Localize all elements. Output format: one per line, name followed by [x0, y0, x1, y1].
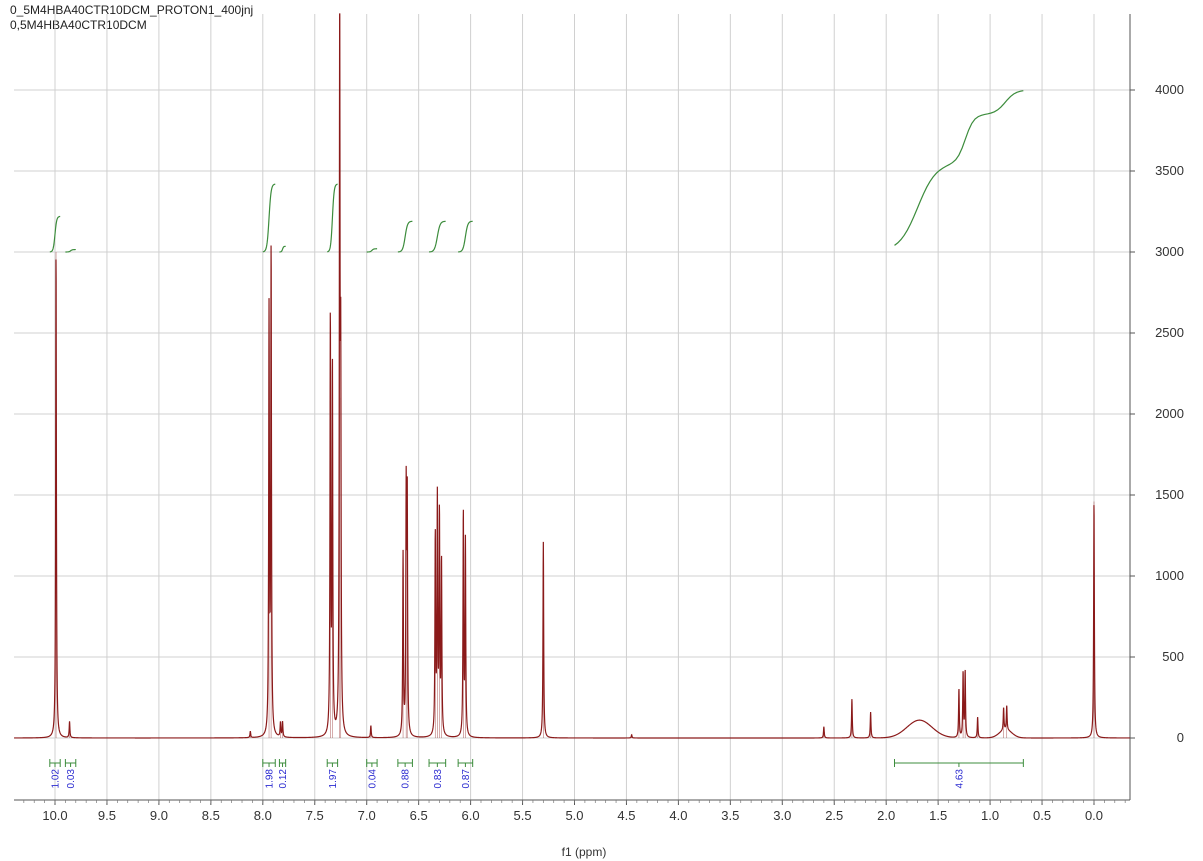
integral-value-label: 1.97 [328, 769, 339, 789]
y-tick-label: 3000 [1155, 244, 1184, 259]
x-tick-label: 7.5 [306, 808, 324, 823]
x-tick-label: 7.0 [358, 808, 376, 823]
integral-curve [894, 90, 1024, 246]
integral-curve [65, 248, 76, 253]
integral-value-label: 4.63 [954, 769, 965, 789]
x-tick-label: 2.5 [825, 808, 843, 823]
integral-curve [49, 215, 61, 253]
y-tick-label: 500 [1162, 649, 1184, 664]
integral-curve [429, 220, 446, 253]
integral-curve [262, 183, 276, 253]
spectrum-line [14, 13, 1130, 739]
x-tick-label: 10.0 [42, 808, 67, 823]
integral-curve [279, 245, 286, 253]
x-tick-label: 1.0 [981, 808, 999, 823]
x-tick-label: 4.5 [617, 808, 635, 823]
integral-value-label: 0.83 [433, 769, 444, 789]
spectrum-title: 0_5M4HBA40CTR10DCM_PROTON1_400jnj [10, 3, 254, 17]
integral-value-label: 0.03 [66, 769, 77, 789]
x-tick-label: 9.0 [150, 808, 168, 823]
integral-value-label: 0.04 [367, 769, 378, 789]
spectrum-trace [14, 13, 1130, 739]
x-tick-label: 4.0 [669, 808, 687, 823]
y-tick-label: 4000 [1155, 82, 1184, 97]
x-tick-label: 5.0 [565, 808, 583, 823]
integral-curve [327, 183, 338, 253]
plot-frame [14, 14, 1131, 801]
integral-value-label: 1.02 [51, 769, 62, 789]
y-tick-label: 2000 [1155, 406, 1184, 421]
x-axis-title: f1 (ppm) [562, 845, 607, 859]
integral-curve [458, 220, 473, 253]
x-tick-label: 3.5 [721, 808, 739, 823]
integral-regions: 1.02 0.03 1.98 0.12 1.97 0.04 0.88 0.83 0.87 4.63 [49, 759, 1024, 789]
y-tick-label: 1500 [1155, 487, 1184, 502]
x-tick-label: 6.5 [410, 808, 428, 823]
y-tick-label: 0 [1177, 730, 1184, 745]
integral-curves [49, 90, 1024, 253]
x-tick-label: 5.5 [514, 808, 532, 823]
y-tick-label: 3500 [1155, 163, 1184, 178]
integral-value-label: 0.87 [461, 769, 472, 789]
y-tick-label: 1000 [1155, 568, 1184, 583]
x-tick-label: 8.0 [254, 808, 272, 823]
x-tick-label: 2.0 [877, 808, 895, 823]
x-axis: 10.0 9.5 9.0 8.5 8.0 7.5 7.0 6.5 6.0 5.5 5.0 4.5 4.0… [23, 800, 1126, 823]
integral-value-label: 0.12 [278, 769, 289, 789]
y-tick-label: 2500 [1155, 325, 1184, 340]
integral-curve [366, 248, 378, 253]
integral-curve [397, 220, 413, 253]
spectrum-title-block: 0_5M4HBA40CTR10DCM_PROTON1_400jnj 0,5M4H… [10, 3, 253, 33]
x-tick-label: 0.0 [1085, 808, 1103, 823]
x-tick-label: 9.5 [98, 808, 116, 823]
y-axis: 0 500 1000 1500 2000 2500 3000 3500 4000 [1130, 82, 1184, 745]
spectrum-subtitle: 0,5M4HBA40CTR10DCM [10, 18, 147, 32]
x-tick-label: 6.0 [462, 808, 480, 823]
x-tick-label: 0.5 [1033, 808, 1051, 823]
integral-value-label: 0.88 [401, 769, 412, 789]
x-tick-label: 1.5 [929, 808, 947, 823]
x-tick-label: 3.0 [773, 808, 791, 823]
integral-value-label: 1.98 [265, 769, 276, 789]
x-tick-label: 8.5 [202, 808, 220, 823]
